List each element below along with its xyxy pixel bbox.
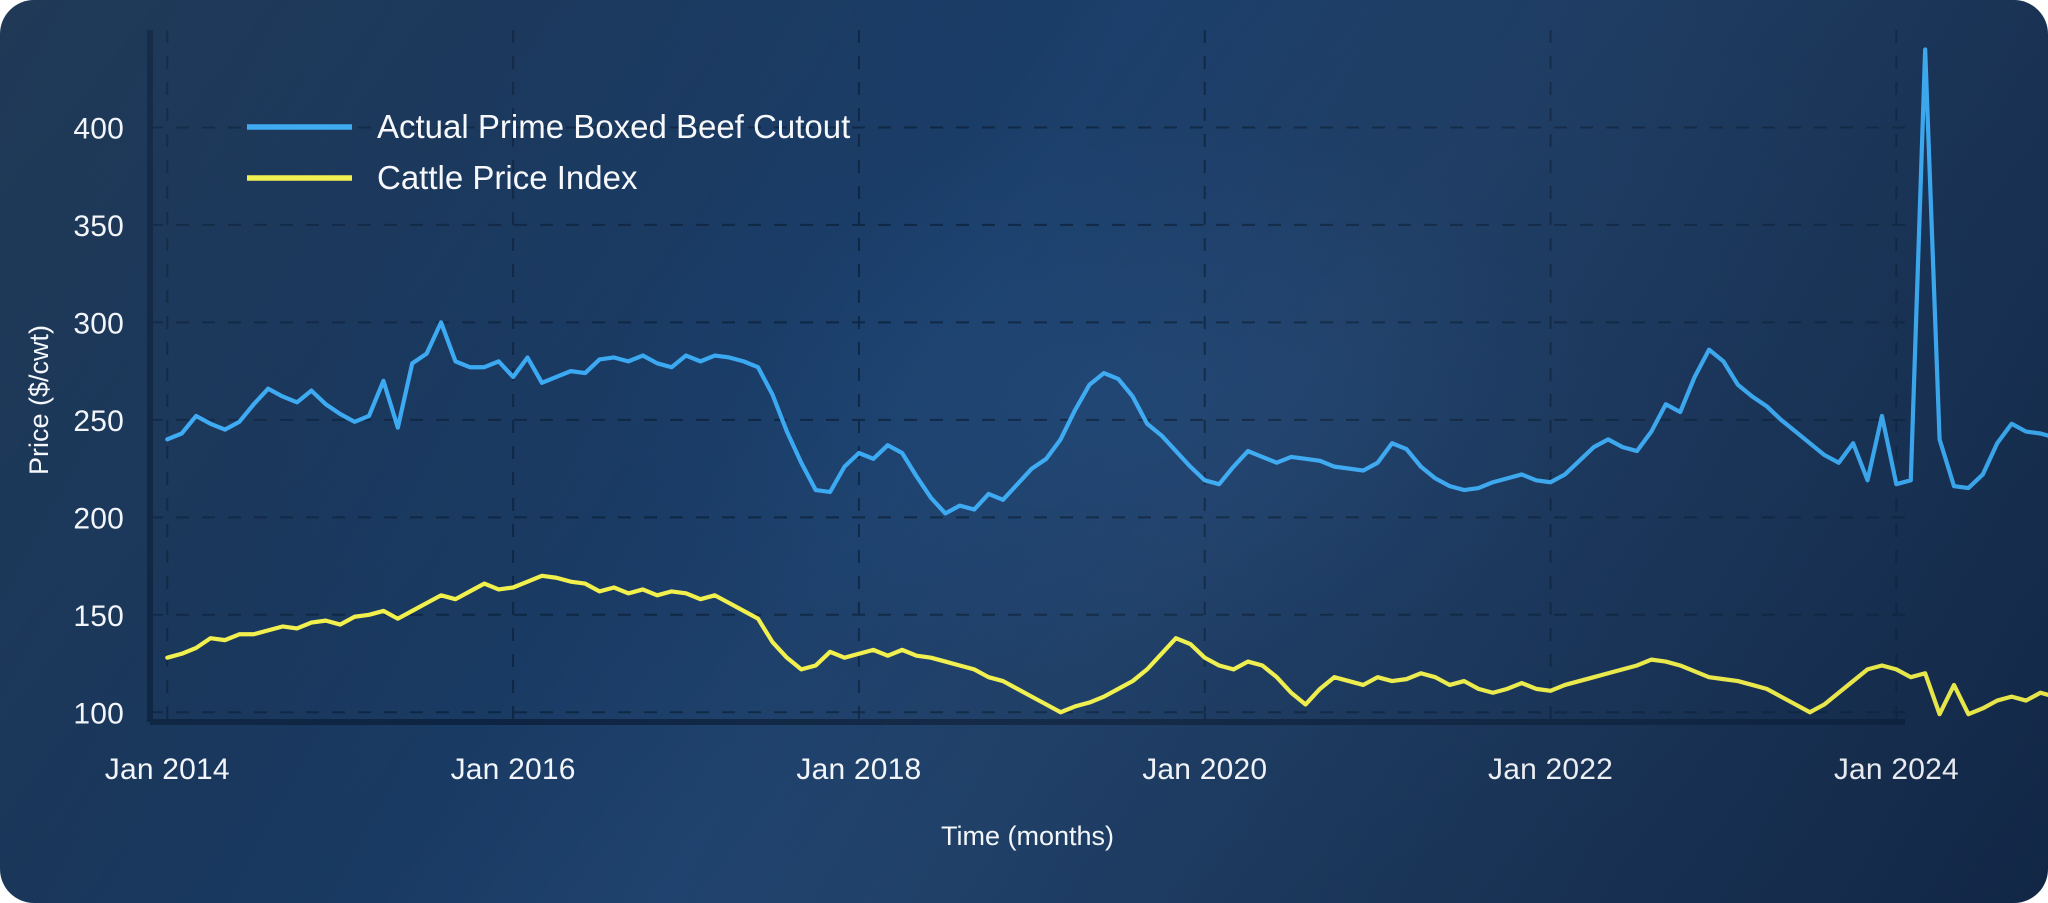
y-tick-label: 400 <box>73 112 124 145</box>
x-tick-label: Jan 2016 <box>451 753 576 786</box>
series-lines <box>165 47 2048 717</box>
x-axis-title: Time (months) <box>941 821 1114 851</box>
x-tick-label: Jan 2024 <box>1834 753 1959 786</box>
x-tick-label: Jan 2020 <box>1142 753 1267 786</box>
x-tick-label: Jan 2018 <box>796 753 921 786</box>
gridlines <box>150 30 1905 722</box>
series-line-actual-prime-boxed-beef-cutout <box>165 47 2048 516</box>
x-tick-label: Jan 2014 <box>105 753 230 786</box>
legend-label-actual-prime-boxed-beef-cutout: Actual Prime Boxed Beef Cutout <box>377 108 850 145</box>
x-tick-label: Jan 2022 <box>1488 753 1613 786</box>
y-axis-title: Price ($/cwt) <box>24 325 54 475</box>
y-axis-tick-labels: 100 150 200 250 300 350 400 <box>73 112 124 730</box>
series-line-cattle-price-index <box>165 573 2048 717</box>
y-tick-label: 200 <box>73 502 124 535</box>
y-tick-label: 250 <box>73 405 124 438</box>
y-tick-label: 350 <box>73 210 124 243</box>
legend-label-cattle-price-index: Cattle Price Index <box>377 159 638 196</box>
y-tick-label: 150 <box>73 600 124 633</box>
y-tick-label: 300 <box>73 307 124 340</box>
legend: Actual Prime Boxed Beef Cutout Cattle Pr… <box>247 108 850 196</box>
x-axis-tick-labels: Jan 2014 Jan 2016 Jan 2018 Jan 2020 Jan 2022… <box>105 753 1959 786</box>
y-tick-label: 100 <box>73 697 124 730</box>
axis-spines <box>147 30 1905 725</box>
